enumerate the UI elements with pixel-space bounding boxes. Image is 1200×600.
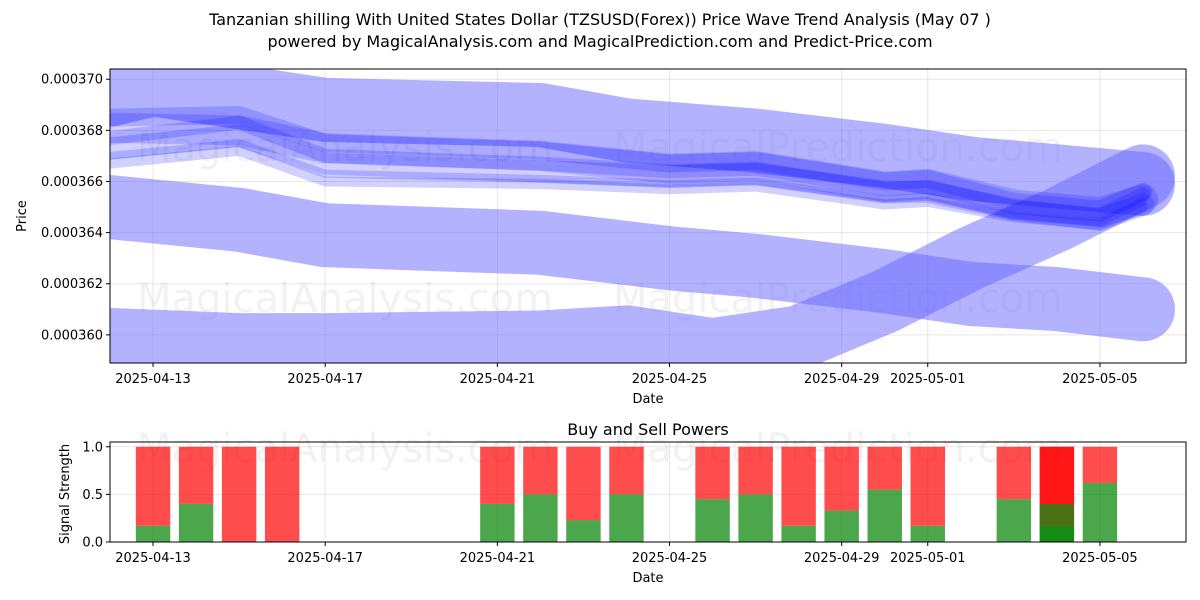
sell-bar (695, 446, 730, 500)
price-wave-chart: MagicalAnalysis.com MagicalPrediction.co… (15, 68, 1187, 407)
buy-bar (824, 510, 859, 542)
chart-title-line2: powered by MagicalAnalysis.com and Magic… (267, 32, 933, 51)
x-tick-label: 2025-05-01 (890, 551, 966, 566)
wave-line (110, 145, 1148, 230)
buy-bar (609, 494, 644, 542)
x-tick-label: 2025-05-05 (1062, 551, 1138, 566)
buy-bar (996, 499, 1032, 542)
price-y-axis-label: Price (15, 200, 30, 232)
sell-bar (1082, 446, 1118, 483)
buy-sell-bars (135, 446, 1118, 542)
sell-bar (609, 446, 644, 495)
price-plot-frame (109, 68, 1187, 364)
buy-bar (695, 499, 730, 542)
buy-sell-y-axis-label: Signal Strength (58, 444, 73, 544)
upper-band (110, 69, 1175, 216)
wave-bands (110, 69, 1175, 363)
x-tick-label: 2025-05-05 (1062, 372, 1138, 387)
x-tick-label: 2025-04-21 (460, 372, 536, 387)
y-tick-label: 0.0 (82, 536, 103, 551)
x-tick-label: 2025-04-29 (804, 372, 880, 387)
buy-sell-chart: Buy and Sell Powers MagicalAnalysis.com … (58, 420, 1187, 586)
buy-sell-x-axis-label: Date (632, 571, 663, 586)
buy-sell-x-ticks: 2025-04-13 2025-04-17 2025-04-21 2025-04-25… (115, 542, 1138, 566)
price-x-ticks: 2025-04-13 2025-04-17 2025-04-21 2025-04-25… (115, 363, 1138, 387)
lower-band (110, 144, 1175, 363)
y-tick-label: 0.000364 (41, 226, 103, 241)
x-tick-label: 2025-04-17 (287, 372, 363, 387)
sell-bar (781, 446, 816, 526)
buy-sell-y-ticks: 0.0 0.5 1.0 (82, 440, 110, 551)
buy-bar (480, 503, 515, 542)
buy-bar (178, 503, 214, 542)
x-tick-label: 2025-04-21 (460, 551, 536, 566)
wave-lines (110, 106, 1158, 231)
y-tick-label: 0.000370 (41, 73, 103, 88)
buy-bar (135, 525, 171, 542)
y-tick-label: 0.5 (82, 488, 103, 503)
chart-title-line1: Tanzanian shilling With United States Do… (209, 10, 991, 29)
buy-bar (910, 525, 945, 542)
x-tick-label: 2025-04-25 (632, 551, 708, 566)
buy-bar (566, 520, 601, 542)
sell-bar (1039, 446, 1075, 504)
sell-bar (738, 446, 773, 495)
y-tick-label: 0.000362 (41, 277, 103, 292)
price-y-ticks: 0.000360 0.000362 0.000364 0.000366 0.000368… (41, 73, 110, 343)
sell-bar (264, 446, 300, 542)
y-tick-label: 1.0 (82, 440, 103, 455)
x-tick-label: 2025-05-01 (890, 372, 966, 387)
price-x-axis-label: Date (632, 392, 663, 407)
sell-bar (867, 446, 902, 490)
wave-line (110, 106, 1152, 219)
buy-sell-plot-frame (109, 441, 1187, 543)
x-tick-label: 2025-04-13 (115, 551, 191, 566)
buy-sell-title: Buy and Sell Powers (567, 420, 729, 439)
sell-bar (135, 446, 171, 526)
wave-line (110, 115, 1150, 222)
sell-bar (221, 446, 257, 542)
x-tick-label: 2025-04-29 (804, 551, 880, 566)
buy-bar (523, 494, 558, 542)
buy-bar (781, 525, 816, 542)
buy-bar (1082, 482, 1118, 542)
sell-bar (480, 446, 515, 504)
sell-bar (996, 446, 1032, 500)
x-tick-label: 2025-04-17 (287, 551, 363, 566)
buy-bar (1039, 503, 1075, 542)
sell-bar (910, 446, 945, 526)
sell-bar (566, 446, 601, 521)
x-tick-label: 2025-04-25 (632, 372, 708, 387)
x-tick-label: 2025-04-13 (115, 372, 191, 387)
wave-line (110, 112, 1158, 228)
y-tick-label: 0.000366 (41, 175, 103, 190)
buy-bar (867, 489, 902, 542)
buy-bar (738, 494, 773, 542)
wave-line (110, 124, 1154, 231)
sell-bar (178, 446, 214, 504)
sell-bar (824, 446, 859, 511)
y-tick-label: 0.000360 (41, 328, 103, 343)
middle-band (110, 175, 1175, 342)
wave-line (110, 139, 1147, 227)
y-tick-label: 0.000368 (41, 124, 103, 139)
sell-bar (523, 446, 558, 495)
